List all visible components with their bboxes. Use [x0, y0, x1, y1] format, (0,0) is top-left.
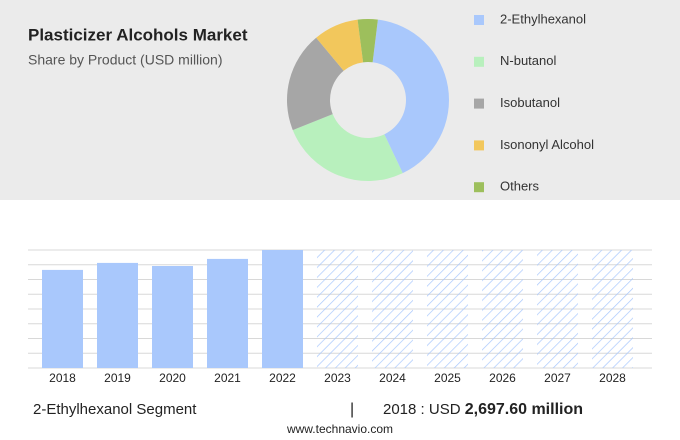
legend-swatch	[474, 56, 484, 67]
legend-swatch	[474, 140, 484, 151]
chart-subtitle: Share by Product (USD million)	[28, 52, 223, 68]
forecast-bar	[592, 250, 633, 368]
value-label: 2,697.60 million	[465, 401, 583, 418]
x-tick-label: 2027	[544, 371, 571, 385]
x-tick-label: 2026	[489, 371, 516, 385]
source: www.technavio.com	[286, 422, 393, 436]
legend-label: 2-Ethylhexanol	[500, 11, 586, 26]
forecast-bar	[317, 250, 358, 368]
x-tick-label: 2022	[269, 371, 296, 385]
x-tick-label: 2023	[324, 371, 351, 385]
legend-label: Isobutanol	[500, 95, 560, 110]
legend-swatch	[474, 182, 484, 193]
x-tick-label: 2018	[49, 371, 76, 385]
pie-slice	[357, 18, 378, 63]
legend-swatch	[474, 98, 484, 109]
forecast-bar	[482, 250, 523, 368]
bar	[97, 262, 138, 368]
chart-title: Plasticizer Alcohols Market	[28, 25, 248, 44]
x-tick-label: 2019	[104, 371, 131, 385]
forecast-bar	[537, 250, 578, 368]
bar	[42, 269, 83, 368]
bar	[207, 258, 248, 368]
x-tick-label: 2021	[214, 371, 241, 385]
separator: |	[350, 401, 354, 418]
legend-label: Others	[500, 179, 540, 194]
year-label: 2018 : USD	[383, 401, 461, 418]
bar	[262, 250, 303, 368]
legend-swatch	[474, 15, 484, 25]
x-tick-label: 2025	[434, 371, 461, 385]
forecast-bar	[372, 250, 413, 368]
x-tick-label: 2024	[379, 371, 406, 385]
legend-label: N-butanol	[500, 53, 556, 68]
pie-slice	[372, 19, 450, 174]
footer-value: 2018 : USD 2,697.60 million	[383, 401, 583, 418]
forecast-bar	[427, 250, 468, 368]
segment-label: 2-Ethylhexanol Segment	[33, 401, 197, 418]
pie-slice	[287, 37, 344, 131]
x-tick-label: 2020	[159, 371, 186, 385]
pie-slice	[316, 19, 364, 71]
x-tick-label: 2028	[599, 371, 626, 385]
bar	[152, 266, 193, 368]
legend-label: Isononyl Alcohol	[500, 137, 594, 152]
pie-slice	[292, 114, 403, 182]
